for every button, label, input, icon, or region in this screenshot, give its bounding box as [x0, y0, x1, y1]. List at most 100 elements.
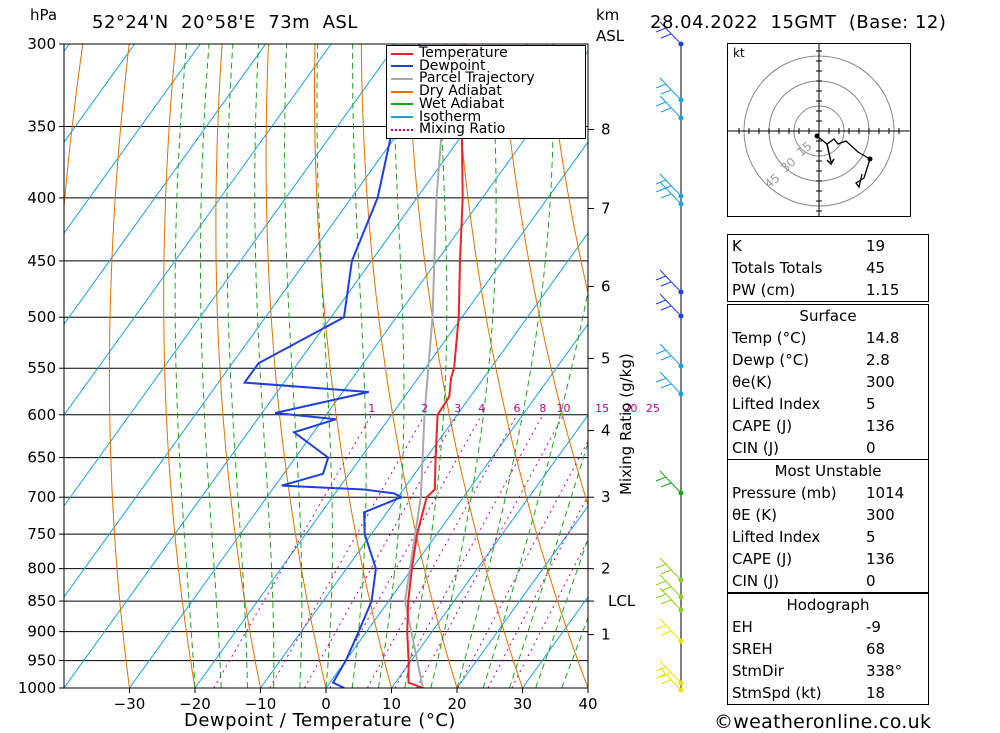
param-value: 68 [866, 640, 886, 658]
wind-barb [655, 173, 682, 197]
dry-adiabat [163, 44, 196, 688]
km-label: 1 [601, 626, 611, 644]
legend: Temperature Dewpoint Parcel Trajectory Dry … [386, 45, 586, 139]
pressure-label: 450 [27, 252, 56, 270]
param-label: Pressure (mb) [732, 484, 837, 502]
dry-adiabat [108, 44, 130, 688]
temp-label: −10 [245, 695, 277, 713]
mixing-ratio-label: 15 [595, 402, 609, 415]
temp-label: 20 [447, 695, 466, 713]
mixing-ratio-line [269, 414, 426, 688]
mixing-ratio-label: 4 [478, 402, 485, 415]
parcel-trajectory-line [403, 44, 447, 688]
wet-adiabat [351, 44, 367, 688]
legend-swatch [391, 90, 413, 93]
dry-adiabat [215, 44, 261, 688]
pressure-label: 650 [27, 449, 56, 467]
hodograph-params-title: Hodograph [786, 596, 870, 614]
surface-panel: Surface Temp (°C) 14.8 Dewp (°C) 2.8 θe(K) 30… [727, 304, 929, 460]
km-unit: km [596, 6, 620, 24]
isotherm [64, 44, 332, 416]
legend-label: Parcel Trajectory [419, 70, 535, 87]
hodo-ring-label: 30 [778, 155, 799, 176]
mixing-ratio-label: 2 [421, 402, 428, 415]
wind-barb [655, 181, 682, 205]
param-row: K 19 [728, 235, 928, 257]
param-row: CAPE (J) 136 [728, 548, 928, 570]
param-value: 136 [866, 417, 895, 435]
param-row: StmSpd (kt) 18 [728, 682, 928, 704]
surface-title: Surface [799, 307, 857, 325]
wind-barb [655, 343, 682, 367]
mixing-ratio-line [394, 414, 544, 688]
legend-entry: Temperature [391, 46, 508, 60]
hodograph-unit: kt [733, 46, 745, 60]
most-unstable-panel: Most Unstable Pressure (mb) 1014 θE (K) 300… [727, 459, 929, 593]
pressure-label: 900 [27, 623, 56, 641]
datetime-title: 28.04.2022 15GMT (Base: 12) [650, 12, 947, 33]
isotherm [325, 323, 588, 688]
km-label: 8 [601, 121, 611, 139]
isotherm [391, 414, 588, 688]
mixing-ratio-label: 3 [454, 402, 461, 415]
param-value: 338° [866, 662, 903, 680]
param-label: Lifted Index [732, 528, 821, 546]
param-row: EH -9 [728, 616, 928, 638]
pressure-label: 800 [27, 560, 56, 578]
hodograph-trace [816, 135, 871, 189]
param-row: Pressure (mb) 1014 [728, 482, 928, 504]
wind-barb [655, 660, 682, 684]
mixing-ratio-line [416, 414, 564, 688]
wet-adiabat [508, 440, 588, 688]
isotherm [64, 44, 529, 688]
x-axis-label: Dewpoint / Temperature (°C) [184, 710, 456, 731]
hpa-unit: hPa [30, 6, 58, 24]
wet-adiabat [174, 44, 196, 688]
param-row: CAPE (J) 136 [728, 415, 928, 437]
wet-adiabat [456, 44, 554, 688]
mixing-ratio-line [457, 440, 588, 688]
legend-entry: Mixing Ratio [391, 122, 505, 136]
dry-adiabat [546, 44, 588, 296]
mixing-ratio-label: 20 [623, 402, 637, 415]
mixing-ratio-line [366, 414, 518, 688]
hodograph-params-panel: Hodograph EH -9 SREH 68 StmDir 338° StmSpd (kt… [727, 593, 929, 705]
legend-swatch [391, 116, 413, 118]
legend-swatch [391, 103, 413, 106]
param-value: 45 [866, 259, 886, 277]
wet-adiabat [284, 44, 303, 688]
legend-entry: Dewpoint [391, 59, 486, 73]
param-label: StmSpd (kt) [732, 684, 822, 702]
isotherm [129, 50, 588, 688]
param-row: Lifted Index 5 [728, 393, 928, 415]
param-value: 1.15 [866, 281, 900, 299]
wet-adiabat [316, 44, 333, 688]
param-row: Dewp (°C) 2.8 [728, 349, 928, 371]
wet-adiabat [226, 44, 248, 688]
param-value: 18 [866, 684, 886, 702]
temp-label: 40 [578, 695, 597, 713]
wet-adiabat [377, 44, 405, 688]
param-row: StmDir 338° [728, 660, 928, 682]
wind-barb [655, 269, 682, 293]
asl-unit: ASL [596, 27, 625, 45]
param-row: Lifted Index 5 [728, 526, 928, 548]
hodograph-panel: kt 15 30 45 [727, 43, 911, 217]
legend-swatch [391, 52, 413, 55]
pressure-label: 500 [27, 308, 56, 326]
km-label: LCL [608, 592, 636, 610]
dry-adiabat [314, 44, 392, 688]
indices-panel: K 19 Totals Totals 45 PW (cm) 1.15 [727, 234, 929, 302]
mixing-ratio-axis-label: Mixing Ratio (g/kg) [617, 353, 635, 495]
wet-adiabat [561, 616, 588, 688]
param-row: Totals Totals 45 [728, 257, 928, 279]
copyright[interactable]: ©weatheronline.co.uk [714, 711, 932, 733]
wind-barb [655, 371, 682, 395]
param-value: 1014 [866, 484, 905, 502]
km-label: 4 [601, 422, 611, 440]
legend-label: Isotherm [419, 108, 482, 125]
temp-label: 0 [321, 695, 331, 713]
wind-barb [655, 574, 682, 598]
legend-entry: Isotherm [391, 108, 482, 125]
mixing-ratio-label: 6 [513, 402, 520, 415]
